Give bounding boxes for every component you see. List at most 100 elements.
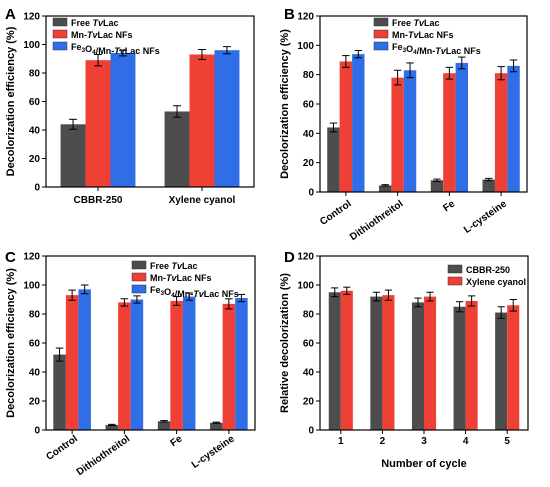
panel-a: A 0 20 40 60 80 100 120 Decolorization efficienc… [5, 6, 255, 206]
legend-label: Mn-TvLac NFs [150, 273, 212, 283]
bar [340, 290, 353, 430]
y-axis-title: Decolorization efficiency (%) [5, 26, 17, 176]
bar [222, 303, 236, 430]
legend-swatch [373, 41, 389, 51]
legend-swatch [373, 17, 389, 27]
legend-swatch [52, 17, 68, 27]
y-tick-label: 0 [34, 426, 40, 437]
bar [482, 179, 495, 192]
legend-swatch [52, 29, 68, 39]
y-tick-label: 100 [23, 40, 40, 51]
y-tick-label: 20 [303, 158, 315, 169]
y-tick-label: 120 [23, 12, 40, 23]
bar [110, 53, 136, 187]
y-tick-label: 120 [297, 12, 314, 23]
y-tick-label: 0 [308, 426, 314, 437]
y-tick-label: 80 [29, 69, 41, 80]
bar [170, 300, 183, 430]
bar [391, 77, 404, 192]
legend-label: Fe3O4/Mn-TvLac NFs [150, 285, 239, 299]
y-axis-title: Decolorization efficiency (%) [279, 29, 291, 179]
x-tick-label: L-cysteine [190, 433, 237, 471]
plot-frame [319, 255, 529, 431]
bar [411, 302, 424, 430]
legend-label: Fe3O4/Mn-TvLac NFs [71, 42, 160, 56]
bar [465, 300, 478, 430]
y-tick-label: 100 [23, 281, 40, 292]
panel-letter: D [284, 249, 295, 266]
y-tick-label: 80 [303, 310, 315, 321]
y-tick-label: 80 [303, 70, 315, 81]
bar [507, 305, 520, 430]
bar [370, 296, 383, 430]
x-tick-label: Dithiothreitol [75, 433, 132, 478]
panel-letter: C [5, 249, 16, 266]
x-tick-label: CBBR-250 [74, 195, 123, 206]
bar [85, 60, 111, 187]
x-tick-label: Fe [441, 198, 457, 214]
bar [424, 296, 437, 430]
bar [53, 354, 66, 430]
bar [214, 50, 240, 188]
y-tick-label: 60 [303, 339, 315, 350]
x-tick-label: Fe [168, 433, 184, 449]
bar [430, 180, 444, 192]
plot-frame [319, 15, 528, 193]
bar [189, 54, 215, 187]
y-tick-label: 0 [308, 188, 314, 199]
x-axis-title: Number of cycle [381, 458, 467, 470]
panel-d: D 0 20 40 60 80 100 120 Relative decolorization … [279, 249, 529, 470]
x-tick-label: Dithiothreitol [348, 198, 405, 243]
bar [507, 65, 520, 192]
bar [382, 295, 395, 430]
legend-swatch [373, 29, 389, 39]
panel-letter: A [5, 6, 16, 23]
y-axis-title: Relative decolorization (%) [279, 273, 291, 413]
bar [328, 292, 341, 430]
bar [157, 421, 171, 430]
x-tick-label: 1 [338, 436, 344, 447]
bar [455, 62, 469, 192]
legend-label: Mn-TvLac NFs [392, 30, 454, 40]
legend-swatch [131, 272, 147, 282]
legend-label: Free TvLac [71, 18, 119, 28]
x-tick-label: Control [44, 433, 80, 463]
legend-label: Mn-TvLac NFs [71, 30, 133, 40]
bar [210, 422, 223, 430]
x-tick-label: 4 [463, 436, 469, 447]
bar [60, 124, 86, 187]
legend-swatch [131, 284, 147, 294]
legend-swatch [447, 276, 463, 286]
y-tick-label: 60 [303, 100, 315, 111]
y-tick-label: 40 [29, 126, 41, 137]
legend-label: Free TvLac [392, 18, 440, 28]
panel-c: C 0 20 40 60 80 100 120 Decolorization efficienc… [5, 249, 256, 478]
x-tick-label: 3 [421, 436, 427, 447]
y-tick-label: 40 [29, 368, 41, 379]
legend-label: Xylene cyanol [466, 277, 526, 287]
legend-label: CBBR-250 [466, 265, 510, 275]
y-tick-label: 100 [297, 41, 314, 52]
legend-swatch [131, 260, 147, 270]
bar [453, 306, 466, 430]
plot-frame [45, 15, 255, 188]
panel-b: B 0 20 40 60 80 100 120 Decolorization efficienc… [279, 6, 528, 243]
y-tick-label: 20 [29, 397, 41, 408]
panel-letter: B [284, 6, 295, 23]
x-tick-label: 5 [504, 436, 510, 447]
bar [378, 185, 392, 192]
x-tick-label: 2 [380, 436, 386, 447]
bar [65, 295, 79, 430]
y-tick-label: 40 [303, 129, 315, 140]
legend-swatch [52, 41, 68, 51]
plot-frame [45, 255, 256, 431]
y-tick-label: 60 [29, 97, 41, 108]
legend-label: Free TvLac [150, 261, 198, 271]
bar [118, 302, 131, 430]
bar [182, 296, 196, 430]
y-axis-title: Decolorization efficiency (%) [5, 268, 17, 418]
bar [164, 111, 190, 187]
y-tick-label: 20 [303, 397, 315, 408]
